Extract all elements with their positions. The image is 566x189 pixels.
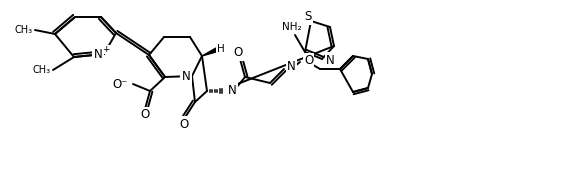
Polygon shape xyxy=(202,48,216,56)
Text: H: H xyxy=(217,44,225,54)
Text: N: N xyxy=(287,60,296,74)
Text: O⁻: O⁻ xyxy=(113,77,128,91)
Text: N: N xyxy=(93,47,102,60)
Text: CH₃: CH₃ xyxy=(33,65,51,75)
Text: N: N xyxy=(228,84,237,97)
Text: CH₃: CH₃ xyxy=(15,25,33,35)
Text: N: N xyxy=(182,70,190,83)
Text: S: S xyxy=(305,11,312,23)
Text: +: + xyxy=(102,44,110,53)
Text: O: O xyxy=(304,54,313,67)
Text: N: N xyxy=(326,53,335,67)
Text: O: O xyxy=(179,118,188,130)
Text: O: O xyxy=(140,108,149,122)
Text: NH₂: NH₂ xyxy=(282,22,302,32)
Text: O: O xyxy=(233,46,243,60)
